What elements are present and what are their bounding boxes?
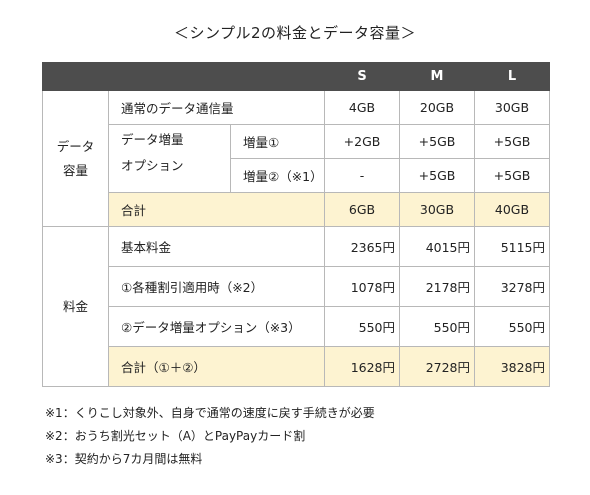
column-header-m: M [399, 62, 475, 91]
pricing-table: S M L データ 容量 通常のデータ通信量 4GB 20GB 30GB データ… [42, 62, 550, 387]
cell-boost1-l: +5GB [474, 124, 550, 159]
cell-boost2-l: +5GB [474, 158, 550, 193]
table-row: 料金 基本料金 2365円 4015円 5115円 [42, 226, 550, 387]
row-label-discount: ①各種割引適用時（※2） [108, 266, 325, 307]
column-header-s: S [324, 62, 400, 91]
footnote-1: ※1：くりこし対象外、自身で通常の速度に戻す手続きが必要 [45, 406, 375, 420]
table-row-total: 合計 6GB 30GB 40GB [43, 192, 550, 227]
row-label-boost2: 増量②（※1） [230, 158, 325, 193]
cell-boost1-m: +5GB [399, 124, 475, 159]
cell-fee-total-s: 1628円 [324, 346, 400, 387]
cell-data-total-m: 30GB [399, 192, 475, 227]
cell-base-l: 5115円 [474, 226, 550, 267]
footnotes: ※1：くりこし対象外、自身で通常の速度に戻す手続きが必要 ※2：おうち割光セット… [45, 402, 375, 471]
page-title: ＜シンプル2の料金とデータ容量＞ [173, 24, 417, 42]
cell-base-s: 2365円 [324, 226, 400, 267]
table-row: ②データ増量オプション（※3） 550円 550円 550円 [43, 306, 550, 347]
row-label-fee-total: 合計（①＋②） [108, 346, 325, 387]
cell-option-s: 550円 [324, 306, 400, 347]
cell-fee-total-m: 2728円 [399, 346, 475, 387]
row-label-base: 基本料金 [108, 226, 325, 267]
column-header-l: L [474, 62, 550, 91]
cell-base-m: 4015円 [399, 226, 475, 267]
row-label-option: ②データ増量オプション（※3） [108, 306, 325, 347]
table-row: 増量②（※1） - +5GB +5GB [43, 158, 550, 193]
table-row: データ増量 オプション 増量① +2GB +5GB +5GB [43, 124, 550, 193]
cell-boost2-m: +5GB [399, 158, 475, 193]
table-row-total: 合計（①＋②） 1628円 2728円 3828円 [43, 346, 550, 387]
row-label-boost1: 増量① [230, 124, 325, 159]
cell-normal-s: 4GB [324, 90, 400, 125]
footnote-2: ※2：おうち割光セット（A）とPayPayカード割 [45, 429, 306, 443]
cell-data-total-l: 40GB [474, 192, 550, 227]
table-header-row: S M L [42, 62, 550, 91]
cell-normal-m: 20GB [399, 90, 475, 125]
cell-fee-total-l: 3828円 [474, 346, 550, 387]
cell-data-total-s: 6GB [324, 192, 400, 227]
cell-boost1-s: +2GB [324, 124, 400, 159]
footnote-3: ※3：契約から7カ月間は無料 [45, 452, 203, 466]
table-row: ①各種割引適用時（※2） 1078円 2178円 3278円 [43, 266, 550, 307]
row-label-normal: 通常のデータ通信量 [108, 90, 325, 125]
cell-discount-l: 3278円 [474, 266, 550, 307]
fee-category-label: 料金 [42, 226, 109, 387]
row-label-data-total: 合計 [108, 192, 325, 227]
cell-normal-l: 30GB [474, 90, 550, 125]
data-category-label: データ 容量 [42, 90, 109, 227]
cell-discount-s: 1078円 [324, 266, 400, 307]
option-category-label: データ増量 オプション [108, 124, 231, 193]
table-row: データ 容量 通常のデータ通信量 4GB 20GB 30GB [42, 90, 550, 227]
cell-option-l: 550円 [474, 306, 550, 347]
header-blank [42, 62, 325, 91]
cell-discount-m: 2178円 [399, 266, 475, 307]
cell-boost2-s: - [324, 158, 400, 193]
cell-option-m: 550円 [399, 306, 475, 347]
